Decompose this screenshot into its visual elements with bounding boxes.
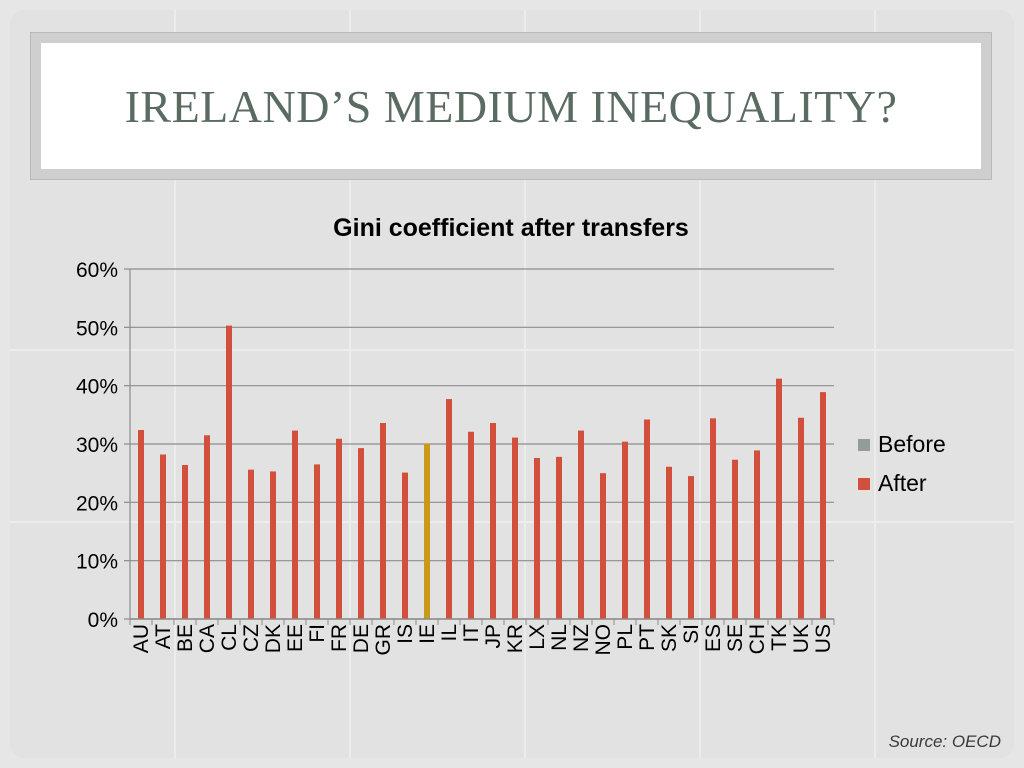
bar-ch (754, 450, 760, 619)
bar-pt (644, 419, 650, 619)
bar-si (688, 476, 694, 619)
bar-se (732, 459, 738, 619)
x-tick-label: NO (592, 624, 615, 656)
y-tick-label: 10% (76, 551, 118, 574)
bar-lx (534, 458, 540, 619)
bar-pl (622, 441, 628, 619)
slide: IRELAND’S MEDIUM INEQUALITY? Gini coeffi… (10, 10, 1014, 758)
bar-us (820, 392, 826, 619)
slide-title: IRELAND’S MEDIUM INEQUALITY? (124, 80, 898, 132)
x-tick-label: NZ (570, 624, 593, 652)
bar-nl (556, 456, 562, 619)
bar-cl (226, 325, 232, 619)
bar-nz (578, 430, 584, 619)
bar-au (138, 430, 144, 619)
x-tick-label: LX (526, 624, 549, 650)
bar-at (160, 454, 166, 619)
bar-gr (380, 423, 386, 619)
x-tick-label: SK (658, 624, 681, 652)
x-tick-label: SE (724, 624, 747, 652)
bar-it (468, 431, 474, 619)
x-tick-label: UK (790, 624, 813, 653)
x-tick-label: AU (130, 624, 153, 653)
bar-jp (490, 423, 496, 619)
x-tick-label: FI (306, 624, 329, 643)
bar-uk (798, 417, 804, 619)
bar-is (402, 472, 408, 619)
x-tick-label: PT (636, 624, 659, 651)
bar-ee (292, 430, 298, 619)
x-tick-label: CH (746, 624, 769, 654)
x-tick-label: IS (394, 624, 417, 644)
bar-fi (314, 464, 320, 619)
bar-il (446, 399, 452, 619)
bar-ie (424, 443, 430, 619)
x-tick-label: DE (350, 624, 373, 653)
bar-chart: Gini coefficient after transfers 0% 10% 20… (76, 214, 946, 656)
bar-tk (776, 378, 782, 619)
x-tick-label: DK (262, 624, 285, 653)
bar-ca (204, 435, 210, 619)
x-tick-label: JP (482, 624, 505, 649)
bar-no (600, 473, 606, 619)
x-tick-label: EE (284, 624, 307, 652)
x-tick-label: US (812, 624, 835, 653)
title-frame: IRELAND’S MEDIUM INEQUALITY? (30, 32, 992, 180)
y-tick-label: 40% (76, 376, 118, 399)
x-tick-label: ES (702, 624, 725, 652)
x-tick-label: PL (614, 624, 637, 650)
x-tick-label: NL (548, 624, 571, 651)
legend-label-before: Before (878, 431, 946, 457)
x-tick-label: KR (504, 624, 527, 653)
legend-label-after: After (878, 470, 927, 496)
x-tick-label: SI (680, 624, 703, 644)
x-tick-label: IT (460, 624, 483, 643)
bar-kr (512, 437, 518, 619)
x-tick-label: GR (372, 624, 395, 656)
y-tick-label: 0% (88, 609, 118, 632)
x-tick-label: FR (328, 624, 351, 652)
x-tick-label: TK (768, 624, 791, 651)
x-tick-label: IL (438, 624, 461, 642)
bar-cz (248, 469, 254, 619)
y-tick-label: 30% (76, 434, 118, 457)
y-tick-label: 60% (76, 259, 118, 282)
legend-swatch-after (858, 478, 870, 490)
y-tick-label: 50% (76, 317, 118, 340)
chart-title: Gini coefficient after transfers (333, 214, 689, 242)
bar-be (182, 465, 188, 619)
x-tick-label: CZ (240, 624, 263, 652)
title-box: IRELAND’S MEDIUM INEQUALITY? (41, 43, 981, 169)
bar-fr (336, 438, 342, 619)
x-tick-label: AT (152, 624, 175, 649)
bar-sk (666, 466, 672, 619)
bar-de (358, 448, 364, 619)
legend-swatch-before (858, 439, 870, 451)
bar-dk (270, 471, 276, 619)
x-tick-label: BE (174, 624, 197, 652)
bar-es (710, 418, 716, 619)
x-tick-label: IE (416, 624, 439, 644)
x-tick-label: CL (218, 624, 241, 651)
y-tick-label: 20% (76, 492, 118, 515)
source-note: Source: OECD (888, 732, 1001, 751)
x-tick-label: CA (196, 624, 219, 653)
